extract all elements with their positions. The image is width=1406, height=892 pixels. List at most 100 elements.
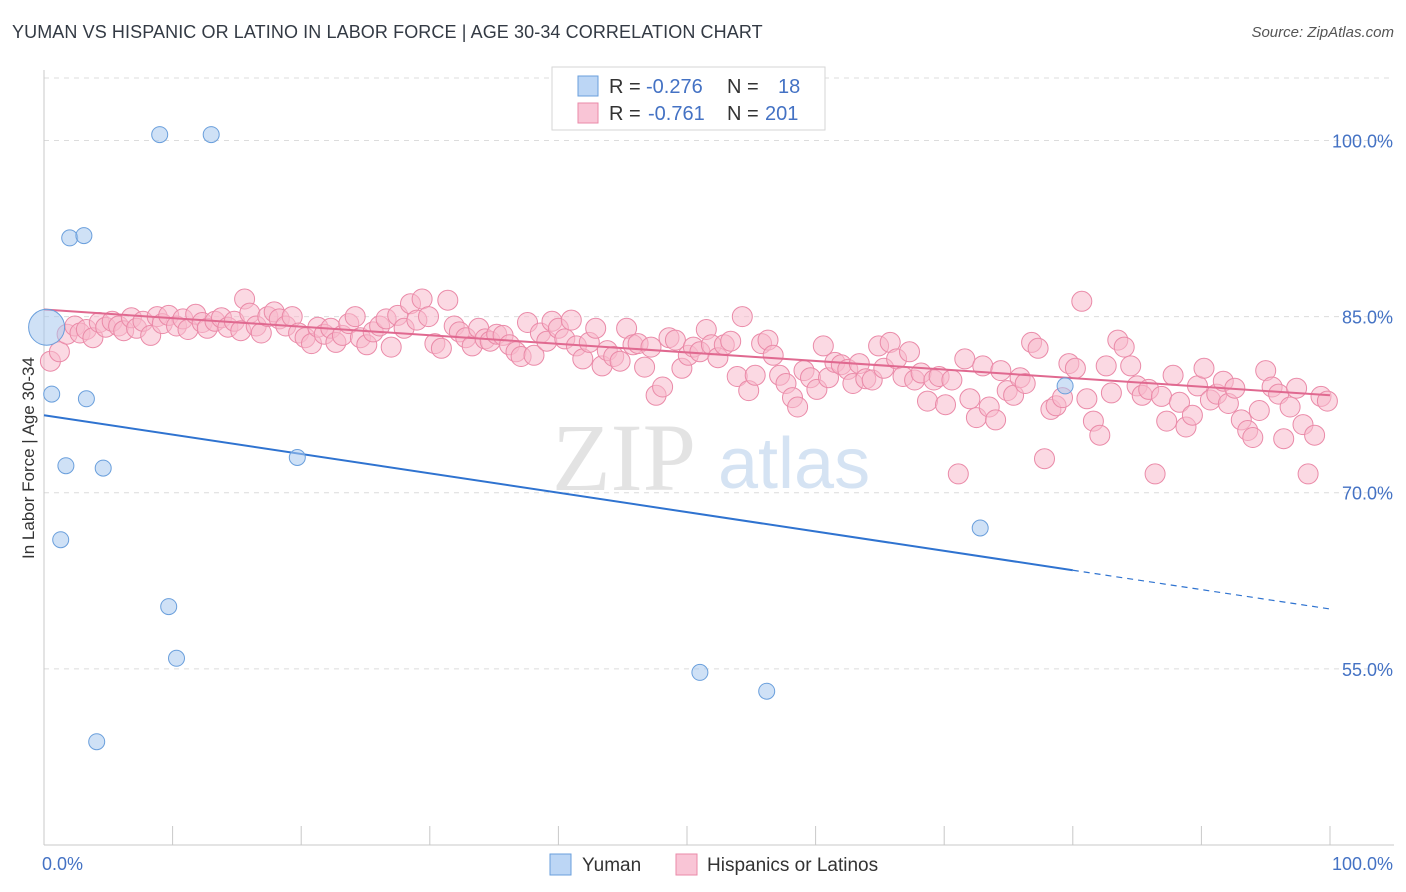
axes: [43, 70, 1394, 846]
hispanic-point-100: [664, 329, 686, 351]
bottom-legend-swatch-hispanic: [675, 853, 698, 876]
trend-lines: [43, 308, 1331, 610]
hispanic-point-95: [634, 356, 656, 378]
hispanic-point-179: [1151, 385, 1172, 407]
gridlines: [44, 77, 1394, 670]
yuman-point-14: [691, 663, 709, 681]
hispanic-point-98: [652, 376, 674, 398]
yuman-point-10: [160, 598, 178, 616]
y-tick-labels: 100.0% 85.0% 70.0% 55.0%: [1332, 131, 1393, 679]
hispanic-point-145: [941, 369, 963, 391]
yuman-point-13: [288, 449, 306, 466]
hispanic-point-91: [609, 350, 631, 372]
yuman-point-0: [28, 308, 66, 346]
hispanic-point-182: [1169, 391, 1190, 413]
hispanic-point-159: [1027, 337, 1049, 359]
hispanic-point-111: [731, 306, 753, 328]
hispanic-point-138: [899, 341, 920, 363]
hispanic-point-147: [954, 348, 976, 370]
bottom-legend-swatch-yuman: [549, 853, 572, 876]
hispanic-point-201: [1286, 377, 1308, 399]
hispanic-point-178: [1144, 463, 1166, 485]
legend-r-value-1: -0.276: [646, 76, 703, 98]
hispanic-point-152: [985, 409, 1007, 431]
hispanic-point-206: [1316, 390, 1338, 412]
y-tick-label-1: 85.0%: [1342, 308, 1393, 328]
y-axis-label: In Labor Force | Age 30-34: [19, 357, 38, 559]
y-tick-label-0: 100.0%: [1332, 131, 1393, 151]
legend-swatch-yuman: [577, 75, 599, 97]
hispanic-point-186: [1193, 357, 1215, 379]
hispanic-point-120: [787, 396, 809, 418]
hispanic-trend-line: [43, 308, 1331, 397]
hispanic-point-160: [1034, 448, 1055, 470]
legend-r-label-1: R =: [609, 76, 641, 98]
bottom-legend: Yuman Hispanics or Latinos: [549, 853, 878, 876]
yuman-point-12: [202, 126, 220, 144]
legend-n-value-2: 201: [765, 103, 798, 125]
watermark-zip: ZIP: [552, 404, 696, 511]
hispanic-point-62: [430, 337, 452, 359]
hispanic-point-144: [935, 394, 956, 416]
hispanic-point-54: [380, 336, 402, 358]
hispanic-point-204: [1304, 424, 1326, 446]
hispanic-point-170: [1095, 355, 1117, 377]
hispanic-point-165: [1064, 357, 1086, 379]
yuman-point-6: [77, 390, 95, 408]
hispanic-point-148: [959, 388, 981, 410]
legend-r-label-2: R =: [609, 103, 641, 125]
hispanic-point-153: [990, 360, 1012, 382]
hispanic-point-109: [720, 330, 742, 352]
legend-n-label-2: N =: [727, 103, 759, 125]
yuman-point-4: [61, 229, 79, 247]
hispanic-point-124: [812, 335, 834, 357]
bottom-legend-label-hispanic: Hispanics or Latinos: [707, 855, 878, 876]
legend-swatch-hispanic: [577, 102, 599, 124]
yuman-trend-extension: [1072, 569, 1331, 610]
hispanic-point-116: [762, 344, 784, 366]
hispanic-point-195: [1248, 400, 1270, 421]
hispanic-point-184: [1181, 404, 1203, 426]
hispanic-point-77: [523, 344, 545, 366]
hispanic-point-83: [560, 309, 582, 331]
hispanic-point-141: [917, 390, 938, 412]
y-tick-label-2: 70.0%: [1342, 484, 1393, 504]
hispanic-point-167: [1076, 388, 1098, 410]
hispanic-point-181: [1162, 364, 1184, 386]
hispanic-point-87: [585, 317, 607, 339]
bottom-legend-label-yuman: Yuman: [582, 855, 641, 876]
hispanic-point-169: [1089, 424, 1111, 446]
watermark: ZIP atlas: [552, 404, 870, 511]
hispanic-point-174: [1120, 355, 1142, 377]
hispanic-point-194: [1242, 427, 1264, 448]
legend-r-value-2: -0.761: [648, 103, 705, 125]
yuman-point-15: [758, 682, 776, 700]
hispanic-point-171: [1100, 382, 1122, 404]
yuman-point-9: [151, 126, 169, 144]
yuman-point-3: [57, 457, 75, 475]
yuman-point-17: [1056, 377, 1074, 395]
yuman-point-8: [94, 459, 112, 477]
hispanic-point-199: [1273, 428, 1295, 450]
hispanic-point-166: [1071, 290, 1093, 312]
hispanic-point-48: [344, 306, 366, 328]
series-yuman-points: [28, 126, 1074, 751]
hispanic-point-157: [1014, 373, 1036, 394]
yuman-point-5: [75, 227, 93, 245]
hispanic-point-60: [418, 306, 439, 328]
yuman-trend-line: [43, 414, 1073, 572]
legend-n-label-1: N =: [727, 76, 759, 98]
yuman-point-1: [43, 385, 61, 403]
hispanic-point-59: [411, 288, 433, 310]
x-tick-label-left: 0.0%: [42, 854, 83, 874]
hispanic-point-63: [437, 289, 459, 311]
hispanic-point-146: [947, 463, 969, 485]
yuman-point-2: [52, 531, 70, 549]
hispanic-point-1: [48, 341, 70, 363]
x-tick-label-right: 100.0%: [1332, 854, 1393, 874]
legend-box: R = -0.276 N = 18 R = -0.761 N = 201: [551, 66, 826, 131]
yuman-point-16: [971, 519, 989, 537]
x-ticks: [43, 826, 1331, 845]
watermark-atlas: atlas: [718, 424, 870, 504]
